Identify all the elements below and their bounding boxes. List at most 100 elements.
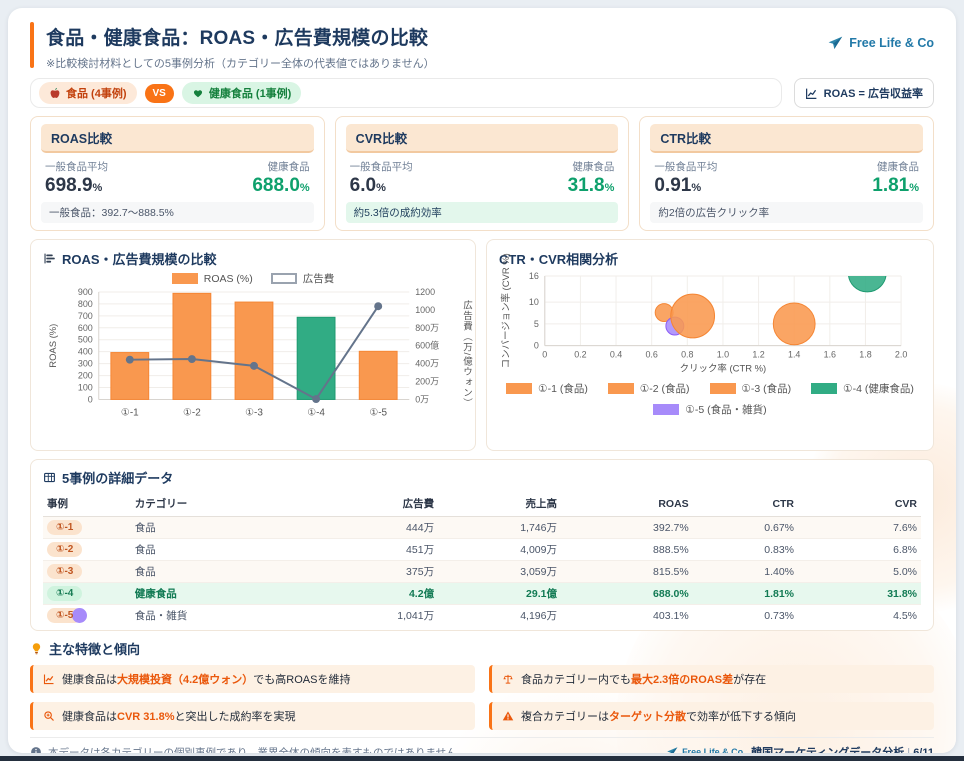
bubble-chart-title-text: CTR・CVR相関分析 [499,252,619,267]
line-point-①-1[interactable] [125,355,134,364]
case-badge: ①-5 [47,608,88,623]
stat-left-value: 6.0% [349,175,386,196]
heart-icon [192,87,204,99]
stat-note: 一般食品：392.7～888.5% [41,202,314,223]
footer: 本データは各カテゴリーの個別事例であり、業界全体の傾向を表すものではありません。… [30,737,934,753]
food-badge: 食品 (4事例) [39,82,137,104]
svg-text:0: 0 [542,350,547,360]
bubble-①-4 (健康食品)[interactable] [848,254,887,293]
svg-text:16: 16 [529,271,539,281]
svg-text:クリック率 (CTR %): クリック率 (CTR %) [680,363,767,375]
stat-card-body: 一般食品平均 0.91% 健康食品 1.81% [640,158,933,197]
cell-roas: 888.5% [560,538,693,561]
table-row: ①-2 食品 451万 4,009万 888.5% 0.83% 6.8% [43,538,921,561]
cell-roas: 688.0% [560,582,693,605]
legend-item-roas[interactable]: ROAS (%) [171,273,253,285]
legend-item-1[interactable]: ①-1 (食品) [506,381,588,396]
food-badge-label: 食品 (4事例) [66,88,127,100]
feature-text: 健康食品は大規模投資（4.2億ウォン）でも高ROASを維持 [62,674,351,686]
cell-roas: 403.1% [653,609,689,622]
stat-right-value: 688.0% [252,175,310,196]
legend-item-4[interactable]: ①-4 (健康食品) [811,381,914,396]
cell-category: 食品 [130,538,307,561]
svg-text:0: 0 [534,341,539,351]
stat-right-value: 31.8% [567,175,615,196]
case-badge: ①-4 [47,586,83,601]
legend-item-3[interactable]: ①-3 (食品) [709,381,791,396]
footer-note-text: 本データは各カテゴリーの個別事例であり、業界全体の傾向を表すものではありません。 [48,746,468,754]
search-icon [43,710,55,722]
cell-cvr: 31.8% [798,582,921,605]
cell-roas: 815.5% [560,560,693,583]
cell-roas: 392.7% [560,516,693,539]
column-header: CVR [798,491,921,517]
legend-item-2[interactable]: ①-2 (食品) [607,381,690,396]
svg-text:2.0: 2.0 [895,350,907,360]
stat-card-body: 一般食品平均 6.0% 健康食品 31.8% [336,158,629,197]
lightbulb-icon [30,642,43,655]
paper-plane-icon [666,746,678,753]
stat-left: 一般食品平均 0.91% [654,161,718,196]
table-title: 5事例の詳細データ [43,468,921,487]
feature-item-3: 健康食品はCVR 31.8%と突出した成約率を実現 [30,702,475,730]
right-axis-title: 広告費（万/億ウォン） [461,300,472,409]
table-header-row: 事例 カテゴリー 広告費 売上高 ROAS CTR CVR [43,491,921,517]
stat-cards-row: ROAS比較 一般食品平均 698.9% 健康食品 688.0% 一般食品：392.7～8… [30,116,935,231]
bar-chart-title: ROAS・広告費規模の比較 [43,249,463,268]
stat-card-title: CVR比較 [345,124,619,153]
svg-text:800万: 800万 [415,323,439,333]
table-row: ①-4 健康食品 4.2億 29.1億 688.0% 1.81% 31.8% [43,582,921,605]
line-point-①-2[interactable] [187,355,196,364]
table-row: ①-1 食品 444万 1,746万 392.7% 0.67% 7.6% [43,516,921,539]
cell-ctr: 0.67% [692,516,799,539]
svg-text:200万: 200万 [415,377,439,387]
svg-text:0.4: 0.4 [610,350,622,360]
footer-brand: Free Life & Co [666,746,743,753]
line-point-①-3[interactable] [250,361,258,370]
table-row: ①-5 食品・雑貨 1,041万 4,196万 403.1% 0.73% 4.5% [43,605,921,627]
bar-①-3[interactable] [234,301,274,400]
svg-text:10: 10 [529,297,539,307]
bar-chart-icon [43,252,56,265]
svg-text:5: 5 [534,319,539,329]
stat-note: 約2倍の広告クリック率 [650,202,924,223]
bar-①-5[interactable] [358,350,398,400]
svg-text:800: 800 [78,299,93,309]
table-row: ①-3 食品 375万 3,059万 815.5% 1.40% 5.0% [43,560,921,583]
warning-icon [502,710,514,722]
stat-left-value: 698.9% [45,175,103,196]
features-section: 主な特徴と傾向 健康食品は大規模投資（4.2億ウォン）でも高ROASを維持 食品カ… [30,639,934,730]
footer-page-number: 6/11 [913,747,934,753]
legend-item-adspend[interactable]: 広告費 [270,271,334,286]
footer-note: 本データは各カテゴリーの個別事例であり、業界全体の傾向を表すものではありません。 [30,745,468,754]
bar-chart-legend: ROAS (%) 広告費 [43,271,463,286]
stat-note: 約5.3倍の成約効率 [345,202,619,223]
footer-separator: | [907,747,911,753]
svg-text:ROAS (%): ROAS (%) [48,324,59,368]
cell-sales: 1,746万 [438,516,561,539]
bar-①-4[interactable] [296,316,336,400]
legend-item-5[interactable]: ①-5 (食品・雑貨) [653,402,767,417]
footer-doc-title: 韓国マーケティングデータ分析 | 6/11 [751,744,934,753]
svg-text:200: 200 [78,371,93,381]
bubble-chart-legend: ①-1 (食品) ①-2 (食品) ①-3 (食品) ①-4 (健康食品) ①-5 (食… [499,381,921,417]
cell-cvr: 7.6% [798,516,921,539]
bubble-chart-card: CTR・CVR相関分析 0 0.2 0.4 0.6 0.8 1.0 1.2 1.4 1.6 1.8… [486,239,934,451]
svg-text:①-5: ①-5 [369,407,387,418]
bubble-①-2 (食品)[interactable] [670,293,716,339]
cell-ad-spend: 444万 [306,516,439,539]
data-table-card: 5事例の詳細データ 事例 カテゴリー 広告費 売上高 ROAS CTR CVR ①-1 食品 44… [30,459,934,631]
svg-text:100: 100 [78,382,93,392]
bubble-①-3 (食品)[interactable] [772,302,816,346]
chart-line-icon [805,87,818,100]
feature-item-2: 食品カテゴリー内でも最大2.3倍のROAS差が存在 [489,665,934,693]
svg-text:1000: 1000 [415,305,435,315]
header-text: 食品・健康食品：ROAS・広告費規模の比較 ※比較検討材料としての5事例分析（カ… [46,22,435,71]
footer-meta: Free Life & Co 韓国マーケティングデータ分析 | 6/11 [666,744,934,753]
svg-text:1200: 1200 [415,287,435,297]
line-point-①-5[interactable] [374,302,383,311]
category-badges: 食品 (4事例) VS 健康食品 (1事例) [30,78,782,108]
bar-①-2[interactable] [172,292,212,400]
line-point-①-4[interactable] [312,395,321,404]
